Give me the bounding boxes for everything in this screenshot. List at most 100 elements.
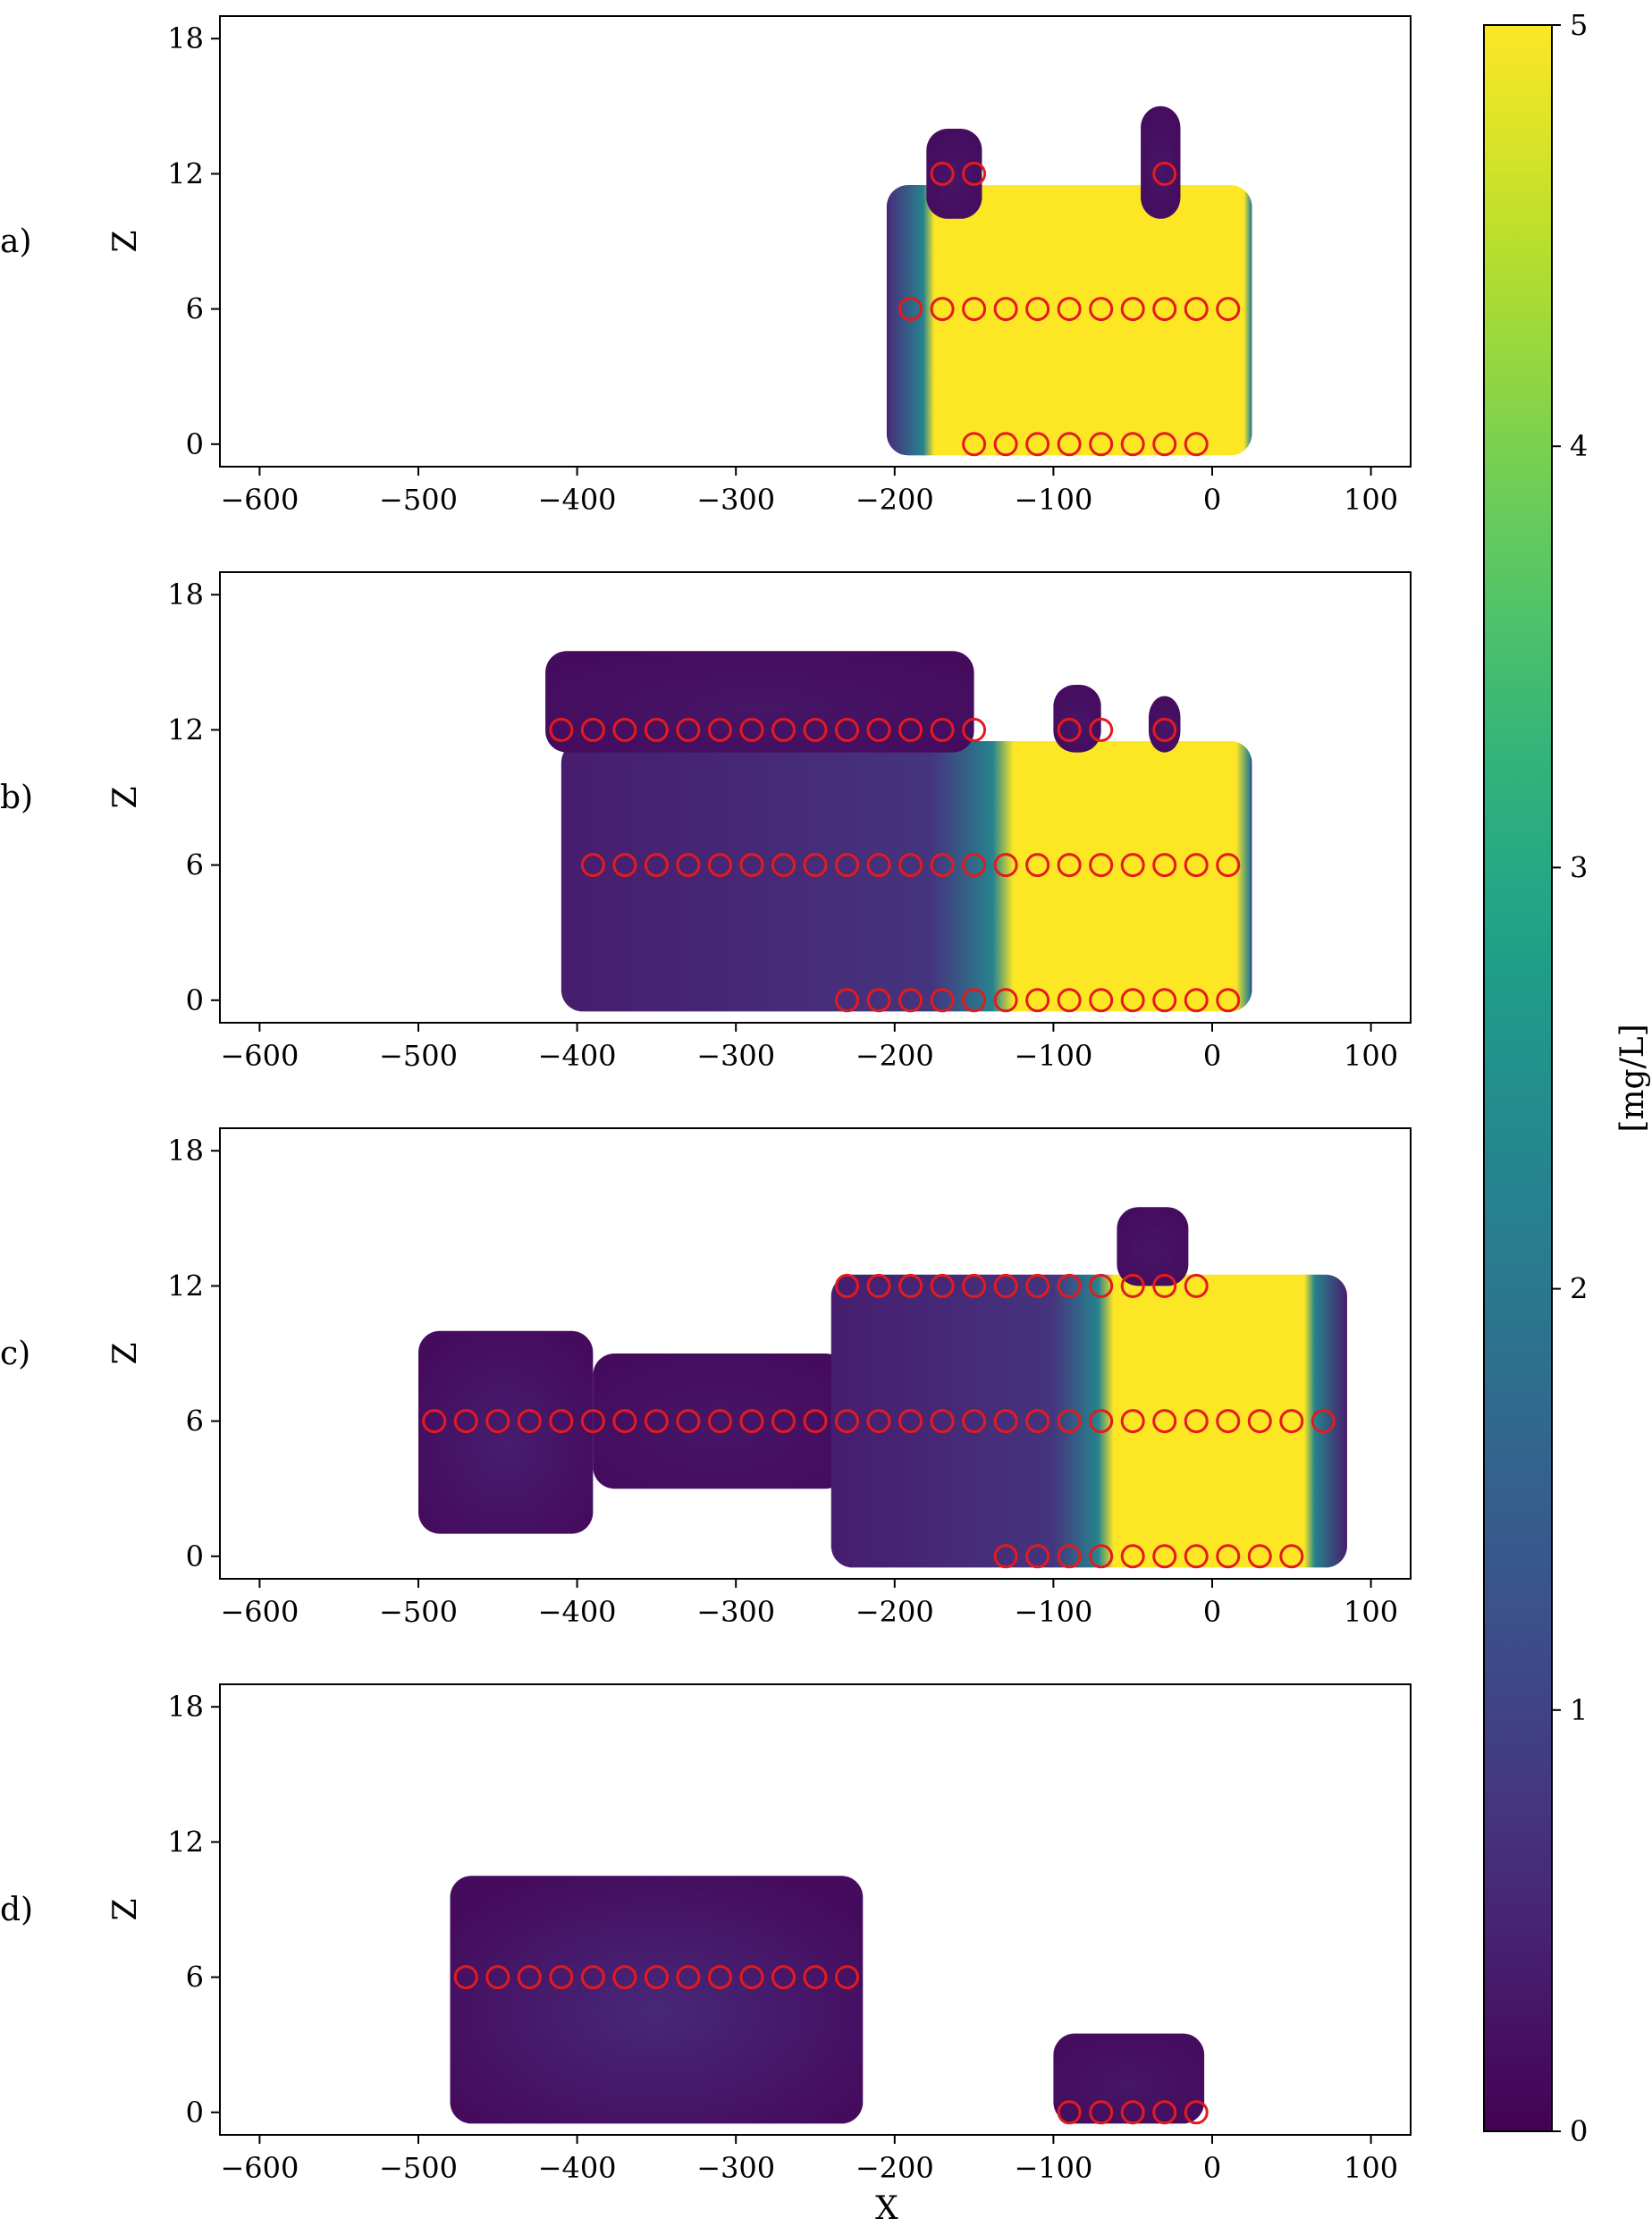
concentration-field [886,105,1252,456]
sampling-point-marker [962,432,987,457]
x-tick-label: −400 [538,1039,617,1073]
sampling-point-marker [1120,1273,1145,1298]
y-tick-label: 18 [167,21,204,55]
plume-region [450,1876,864,2124]
sampling-point-marker [1152,1544,1177,1569]
x-tick-label: −100 [1014,483,1092,517]
x-tick-label: 0 [1203,483,1221,517]
x-tick-label: −600 [220,1039,299,1073]
panel-label: b) [0,780,33,816]
panel-c: −600 −500 −400 −300 −200 −100 0 100 0 6 12 18 Zc) [0,1127,1412,1629]
colorbar-tick-label: 2 [1570,1272,1588,1306]
sampling-point-marker [676,1409,701,1434]
sampling-point-marker [1089,432,1114,457]
sampling-point-marker [803,717,828,742]
sampling-point-marker [962,1409,987,1434]
sampling-point-marker [835,1409,860,1434]
sampling-point-marker [1120,2100,1145,2125]
sampling-point-marker [835,988,860,1013]
sampling-point-marker [1216,988,1241,1013]
sampling-point-marker [898,988,923,1013]
sampling-point-marker [962,1273,987,1298]
sampling-point-marker [930,1409,955,1434]
sampling-point-marker [739,853,764,878]
sampling-point-marker [962,853,987,878]
sampling-point-marker [676,853,701,878]
axes-frame [219,1683,1412,2136]
x-tick-label: −300 [696,2151,775,2185]
sampling-point-marker [644,1965,669,1990]
sampling-point-marker [1184,1409,1209,1434]
sampling-point-marker [1057,988,1082,1013]
sampling-point-marker [930,853,955,878]
sampling-point-marker [1025,432,1050,457]
sampling-point-marker [1089,1544,1114,1569]
sampling-point-marker [898,297,923,322]
sampling-point-marker [993,1409,1018,1434]
sampling-point-marker [1025,297,1050,322]
sampling-point-marker [1057,432,1082,457]
sampling-point-marker [771,1965,796,1990]
y-tick-label: 12 [167,713,204,746]
x-tick-label: −100 [1014,1595,1092,1629]
y-tick-label: 6 [186,1961,204,1995]
sampling-point-marker [993,297,1018,322]
y-tick-label: 0 [186,2096,204,2130]
plume-core [1014,774,1236,990]
sampling-point-marker [549,1409,574,1434]
sampling-point-marker [1057,853,1082,878]
axes-frame [219,15,1412,468]
sampling-point-marker [771,853,796,878]
colorbar-tick-label: 1 [1570,1693,1588,1727]
x-tick-label: 100 [1344,483,1398,517]
sampling-point-marker [962,161,987,186]
sampling-point-marker [612,853,637,878]
sampling-point-marker [1089,1409,1114,1434]
y-tick-label: 12 [167,1269,204,1303]
sampling-point-marker [485,1409,510,1434]
sampling-point-marker [1311,1409,1336,1434]
y-tick-label: 12 [167,156,204,190]
sampling-point-marker [453,1409,478,1434]
x-tick-label: −400 [538,1595,617,1629]
concentration-field [418,1207,1347,1568]
sampling-point-marker [898,853,923,878]
sampling-point-marker [1057,2100,1082,2125]
panel-a: −600 −500 −400 −300 −200 −100 0 100 0 6 12 18 Za) [0,15,1412,517]
sampling-point-marker [1089,717,1114,742]
sampling-point-marker [612,1409,637,1434]
sampling-point-marker [644,717,669,742]
x-tick-label: −300 [696,1039,775,1073]
x-tick-label: −600 [220,483,299,517]
sampling-point-marker [1089,297,1114,322]
sampling-point-marker [517,1965,542,1990]
sampling-point-marker [1184,432,1209,457]
y-axis-label: Z [107,230,144,252]
x-tick-label: −500 [379,1039,458,1073]
x-tick-label: 100 [1344,1039,1398,1073]
sampling-point-marker [962,297,987,322]
x-tick-label: −300 [696,1595,775,1629]
y-tick-label: 0 [186,1539,204,1573]
x-tick-label: 100 [1344,1595,1398,1629]
axes-frame [219,571,1412,1024]
sampling-point-marker [866,1273,891,1298]
panel-label: a) [0,224,32,260]
colorbar-gradient [1483,24,1553,2132]
x-tick-label: 0 [1203,1039,1221,1073]
plume-region [1148,696,1181,753]
sampling-point-marker [422,1409,447,1434]
sampling-point-marker [644,853,669,878]
sampling-point-marker [739,1409,764,1434]
sampling-point-marker [993,853,1018,878]
sampling-point-marker [1120,297,1145,322]
sampling-point-marker [803,1409,828,1434]
x-tick-label: −100 [1014,2151,1092,2185]
sampling-point-marker [676,717,701,742]
sampling-point-marker [898,1273,923,1298]
sampling-point-marker [1152,161,1177,186]
sampling-point-marker [993,1544,1018,1569]
sampling-point-marker [549,1965,574,1990]
sampling-point-marker [930,161,955,186]
